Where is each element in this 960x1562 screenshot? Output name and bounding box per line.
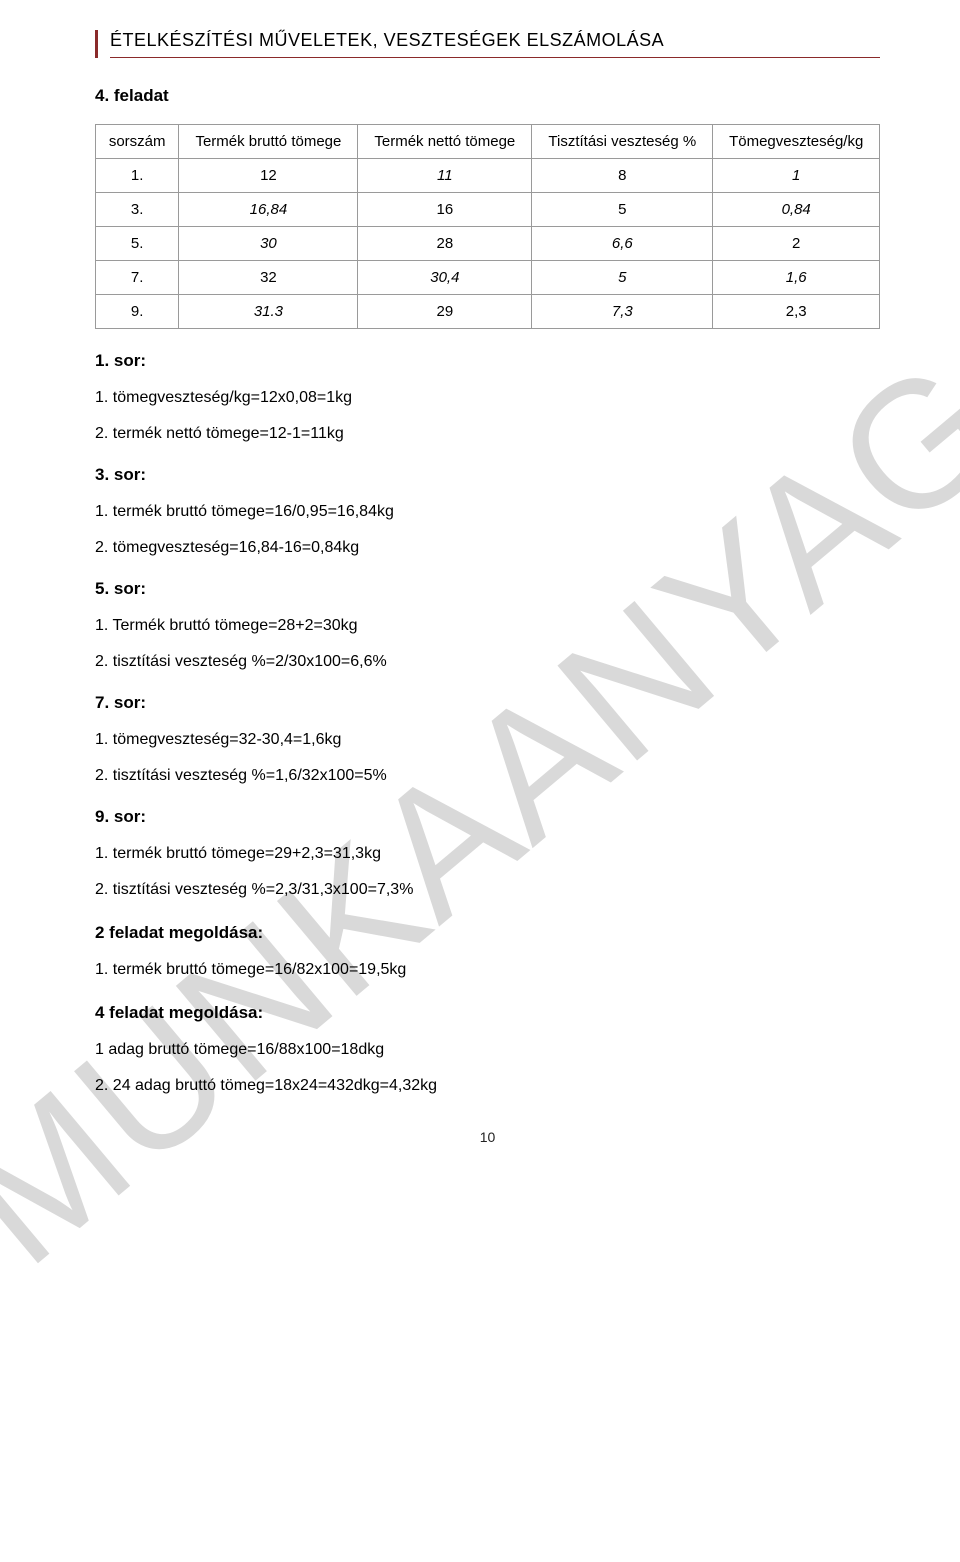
table-cell: 9. xyxy=(96,295,179,329)
table-cell: 16,84 xyxy=(179,193,358,227)
calc-line: 2. termék nettó tömege=12-1=11kg xyxy=(95,425,880,443)
table-header-row: sorszám Termék bruttó tömege Termék nett… xyxy=(96,125,880,159)
table-cell: 30,4 xyxy=(358,261,532,295)
table-cell: 12 xyxy=(179,159,358,193)
table-cell: 8 xyxy=(532,159,713,193)
page-title: ÉTELKÉSZÍTÉSI MŰVELETEK, VESZTESÉGEK ELS… xyxy=(110,30,880,57)
task-title: 4. feladat xyxy=(95,86,880,106)
table-row: 1.121181 xyxy=(96,159,880,193)
calc-line: 1. termék bruttó tömege=16/0,95=16,84kg xyxy=(95,503,880,521)
solution-line: 1 adag bruttó tömege=16/88x100=18dkg xyxy=(95,1041,880,1059)
table-row: 7.3230,451,6 xyxy=(96,261,880,295)
table-cell: 2,3 xyxy=(713,295,880,329)
row-label: 1. sor: xyxy=(95,351,880,371)
table-row: 3.16,841650,84 xyxy=(96,193,880,227)
page-container: ÉTELKÉSZÍTÉSI MŰVELETEK, VESZTESÉGEK ELS… xyxy=(0,0,960,1185)
table-cell: 3. xyxy=(96,193,179,227)
table-cell: 1 xyxy=(713,159,880,193)
table-cell: 5. xyxy=(96,227,179,261)
row-label: 5. sor: xyxy=(95,579,880,599)
table-cell: 0,84 xyxy=(713,193,880,227)
table-row: 5.30286,62 xyxy=(96,227,880,261)
calc-line: 1. tömegveszteség=32-30,4=1,6kg xyxy=(95,731,880,749)
table-cell: 32 xyxy=(179,261,358,295)
calc-line: 2. tisztítási veszteség %=1,6/32x100=5% xyxy=(95,767,880,785)
table-cell: 11 xyxy=(358,159,532,193)
col-sorszam: sorszám xyxy=(96,125,179,159)
table-cell: 29 xyxy=(358,295,532,329)
table-cell: 6,6 xyxy=(532,227,713,261)
solution-line: 2. 24 adag bruttó tömeg=18x24=432dkg=4,3… xyxy=(95,1077,880,1095)
solution-label: 2 feladat megoldása: xyxy=(95,923,880,943)
table-cell: 2 xyxy=(713,227,880,261)
table-cell: 7,3 xyxy=(532,295,713,329)
calc-line: 1. tömegveszteség/kg=12x0,08=1kg xyxy=(95,389,880,407)
calc-line: 1. termék bruttó tömege=29+2,3=31,3kg xyxy=(95,845,880,863)
col-brutto: Termék bruttó tömege xyxy=(179,125,358,159)
table-cell: 5 xyxy=(532,261,713,295)
header-underline xyxy=(110,57,880,58)
calc-line: 1. Termék bruttó tömege=28+2=30kg xyxy=(95,617,880,635)
col-veszteseg-pct: Tisztítási veszteség % xyxy=(532,125,713,159)
table-cell: 30 xyxy=(179,227,358,261)
table-cell: 31.3 xyxy=(179,295,358,329)
calc-line: 2. tömegveszteség=16,84-16=0,84kg xyxy=(95,539,880,557)
col-tomegveszteseg: Tömegveszteség/kg xyxy=(713,125,880,159)
row-label: 7. sor: xyxy=(95,693,880,713)
table-cell: 1. xyxy=(96,159,179,193)
page-number: 10 xyxy=(95,1129,880,1145)
data-table: sorszám Termék bruttó tömege Termék nett… xyxy=(95,124,880,329)
solution-line: 1. termék bruttó tömege=16/82x100=19,5kg xyxy=(95,961,880,979)
table-cell: 16 xyxy=(358,193,532,227)
table-cell: 5 xyxy=(532,193,713,227)
table-cell: 28 xyxy=(358,227,532,261)
row-label: 3. sor: xyxy=(95,465,880,485)
table-row: 9.31.3297,32,3 xyxy=(96,295,880,329)
table-cell: 1,6 xyxy=(713,261,880,295)
calc-line: 2. tisztítási veszteség %=2/30x100=6,6% xyxy=(95,653,880,671)
col-netto: Termék nettó tömege xyxy=(358,125,532,159)
header-block: ÉTELKÉSZÍTÉSI MŰVELETEK, VESZTESÉGEK ELS… xyxy=(95,30,880,58)
table-cell: 7. xyxy=(96,261,179,295)
calc-line: 2. tisztítási veszteség %=2,3/31,3x100=7… xyxy=(95,881,880,899)
row-label: 9. sor: xyxy=(95,807,880,827)
solution-label: 4 feladat megoldása: xyxy=(95,1003,880,1023)
